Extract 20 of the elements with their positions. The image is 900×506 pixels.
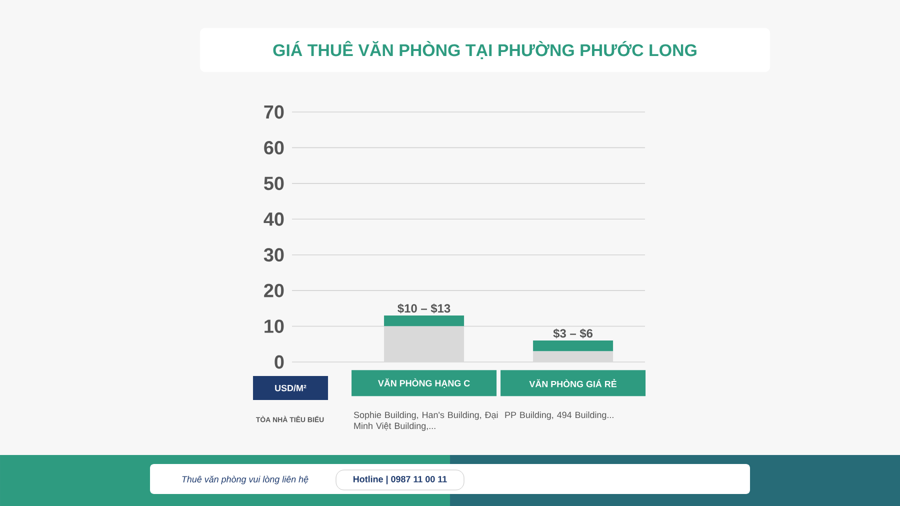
y-tick-label: 10 bbox=[264, 320, 284, 333]
y-tick-label: 60 bbox=[264, 141, 284, 154]
bar bbox=[384, 316, 464, 326]
y-tick-label: 0 bbox=[274, 355, 284, 369]
y-tick-label: 30 bbox=[264, 248, 284, 262]
x-tick-label: VĂN PHÒNG HẠNG C bbox=[378, 378, 470, 388]
bar bbox=[533, 340, 614, 352]
y-tick-label: 20 bbox=[264, 284, 284, 298]
annotation: $10 – $13 bbox=[398, 304, 450, 314]
annotation: $3 – $6 bbox=[553, 328, 593, 338]
text: Hotline | 0987 11 00 11 bbox=[353, 476, 447, 484]
chart-title: GIÁ THUÊ VĂN PHÒNG TẠI PHƯỜNG PHƯỚC LONG bbox=[273, 40, 696, 60]
text: Sophie Building, Han's Building, Đại Minh Việt Building,... bbox=[354, 412, 498, 431]
text: Thuê văn phòng vui lòng liên hệ bbox=[182, 476, 308, 484]
y-tick-label: 40 bbox=[264, 212, 284, 226]
text: PP Building, 494 Building... bbox=[505, 412, 614, 420]
y-tick-label: 50 bbox=[264, 176, 284, 190]
text: USD/M² bbox=[275, 384, 306, 392]
y-tick-label: 70 bbox=[264, 105, 284, 119]
x-tick-label: VĂN PHÒNG GIÁ RẺ bbox=[529, 379, 617, 388]
